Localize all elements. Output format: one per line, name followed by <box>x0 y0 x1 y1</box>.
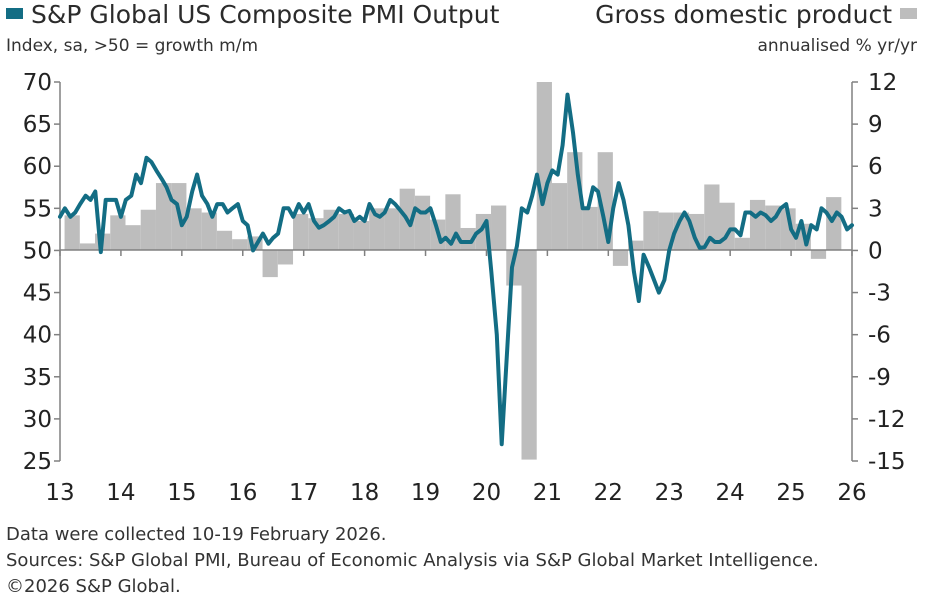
pmi-axis-subtitle: Index, sa, >50 = growth m/m <box>6 36 259 56</box>
left-tick-label: 40 <box>23 323 52 349</box>
gdp-bar <box>536 82 552 251</box>
legend-gdp-title: Gross domestic product <box>595 0 892 29</box>
gdp-bar <box>262 250 278 278</box>
gdp-bar <box>64 215 80 251</box>
left-tick-label: 30 <box>23 407 52 433</box>
gdp-bar <box>643 211 659 251</box>
pmi-line <box>58 92 854 447</box>
gdp-bar <box>612 250 629 266</box>
x-tick-label: 23 <box>655 480 684 506</box>
left-tick-label: 70 <box>23 70 52 96</box>
gdp-bar <box>551 183 568 251</box>
x-tick-label: 20 <box>472 480 501 506</box>
gdp-bar <box>628 240 644 251</box>
x-tick-label: 16 <box>228 480 257 506</box>
left-tick-label: 25 <box>23 449 52 475</box>
tick-labels: 25 30 35 40 45 50 55 60 65 70 -15 -12 -9 -6 -3 0 3 6 9 12 13… <box>23 70 906 506</box>
x-tick-label: 26 <box>837 480 866 506</box>
gdp-bar <box>826 197 842 251</box>
gdp-bar <box>749 199 766 251</box>
x-tick-label: 15 <box>167 480 196 506</box>
legend-gdp: Gross domestic product <box>595 0 917 29</box>
gdp-bar <box>810 250 827 259</box>
left-tick-label: 50 <box>23 238 52 264</box>
right-tick-label: 9 <box>868 112 883 138</box>
right-tick-label: 0 <box>868 238 883 264</box>
right-tick-label: 3 <box>868 196 883 222</box>
gdp-bar <box>460 227 476 251</box>
legend-pmi: S&P Global US Composite PMI Output <box>6 0 499 29</box>
gdp-bar <box>689 213 705 251</box>
gdp-bars <box>64 82 842 460</box>
footnote-sources: Sources: S&P Global PMI, Bureau of Econo… <box>6 550 819 571</box>
gdp-bar <box>277 250 294 265</box>
gdp-bar <box>780 208 796 251</box>
pmi-gdp-chart: 25 30 35 40 45 50 55 60 65 70 -15 -12 -9 -6 -3 0 3 6 9 12 13… <box>23 70 906 506</box>
gdp-axis-subtitle: annualised % yr/yr <box>757 36 918 56</box>
x-tick-label: 24 <box>716 480 745 506</box>
left-tick-label: 65 <box>23 112 52 138</box>
pmi-line-layer <box>58 92 854 447</box>
gdp-bar <box>414 195 431 251</box>
gdp-bar <box>384 208 400 251</box>
left-tick-label: 60 <box>23 154 52 180</box>
gdp-bar <box>323 209 339 251</box>
gdp-bar <box>491 205 507 251</box>
gdp-bar <box>232 239 248 251</box>
gdp-bar <box>293 213 309 251</box>
gdp-bar <box>201 212 217 251</box>
gdp-bar <box>79 243 96 251</box>
x-tick-label: 13 <box>45 480 74 506</box>
footnote-collection-date: Data were collected 10-19 February 2026. <box>6 524 387 545</box>
right-tick-label: -9 <box>868 365 891 391</box>
left-tick-label: 45 <box>23 281 52 307</box>
gdp-bar <box>719 202 735 251</box>
x-tick-label: 19 <box>411 480 440 506</box>
chart-footnotes: Data were collected 10-19 February 2026.… <box>6 522 819 600</box>
gdp-bar <box>110 215 126 251</box>
left-tick-label: 35 <box>23 365 52 391</box>
x-tick-label: 25 <box>776 480 805 506</box>
x-tick-label: 22 <box>594 480 623 506</box>
gdp-bar <box>155 183 172 251</box>
chart-axes <box>54 81 858 462</box>
gdp-bar <box>734 237 750 251</box>
gdp-bar <box>353 220 370 251</box>
right-tick-label: -3 <box>868 281 891 307</box>
right-tick-label: -6 <box>868 323 891 349</box>
legend-pmi-title: S&P Global US Composite PMI Output <box>31 0 500 29</box>
gdp-bar <box>338 213 354 251</box>
right-tick-label: -15 <box>868 449 906 475</box>
footnote-copyright: ©2026 S&P Global. <box>6 576 181 597</box>
gdp-legend-swatch <box>900 8 917 19</box>
gdp-bar <box>704 184 720 251</box>
gdp-bar <box>140 209 156 251</box>
x-tick-label: 21 <box>533 480 562 506</box>
right-tick-label: -12 <box>868 407 906 433</box>
gdp-bar <box>369 208 385 251</box>
gdp-bar <box>582 206 598 251</box>
left-tick-label: 55 <box>23 196 52 222</box>
x-tick-label: 17 <box>289 480 318 506</box>
x-tick-label: 14 <box>106 480 135 506</box>
pmi-legend-swatch <box>6 8 23 19</box>
right-tick-label: 12 <box>868 70 897 96</box>
right-tick-label: 6 <box>868 154 883 180</box>
gdp-bar <box>125 225 141 251</box>
gdp-bar <box>521 250 537 460</box>
x-tick-label: 18 <box>350 480 379 506</box>
gdp-bar <box>186 208 202 251</box>
gdp-bar <box>216 230 233 251</box>
